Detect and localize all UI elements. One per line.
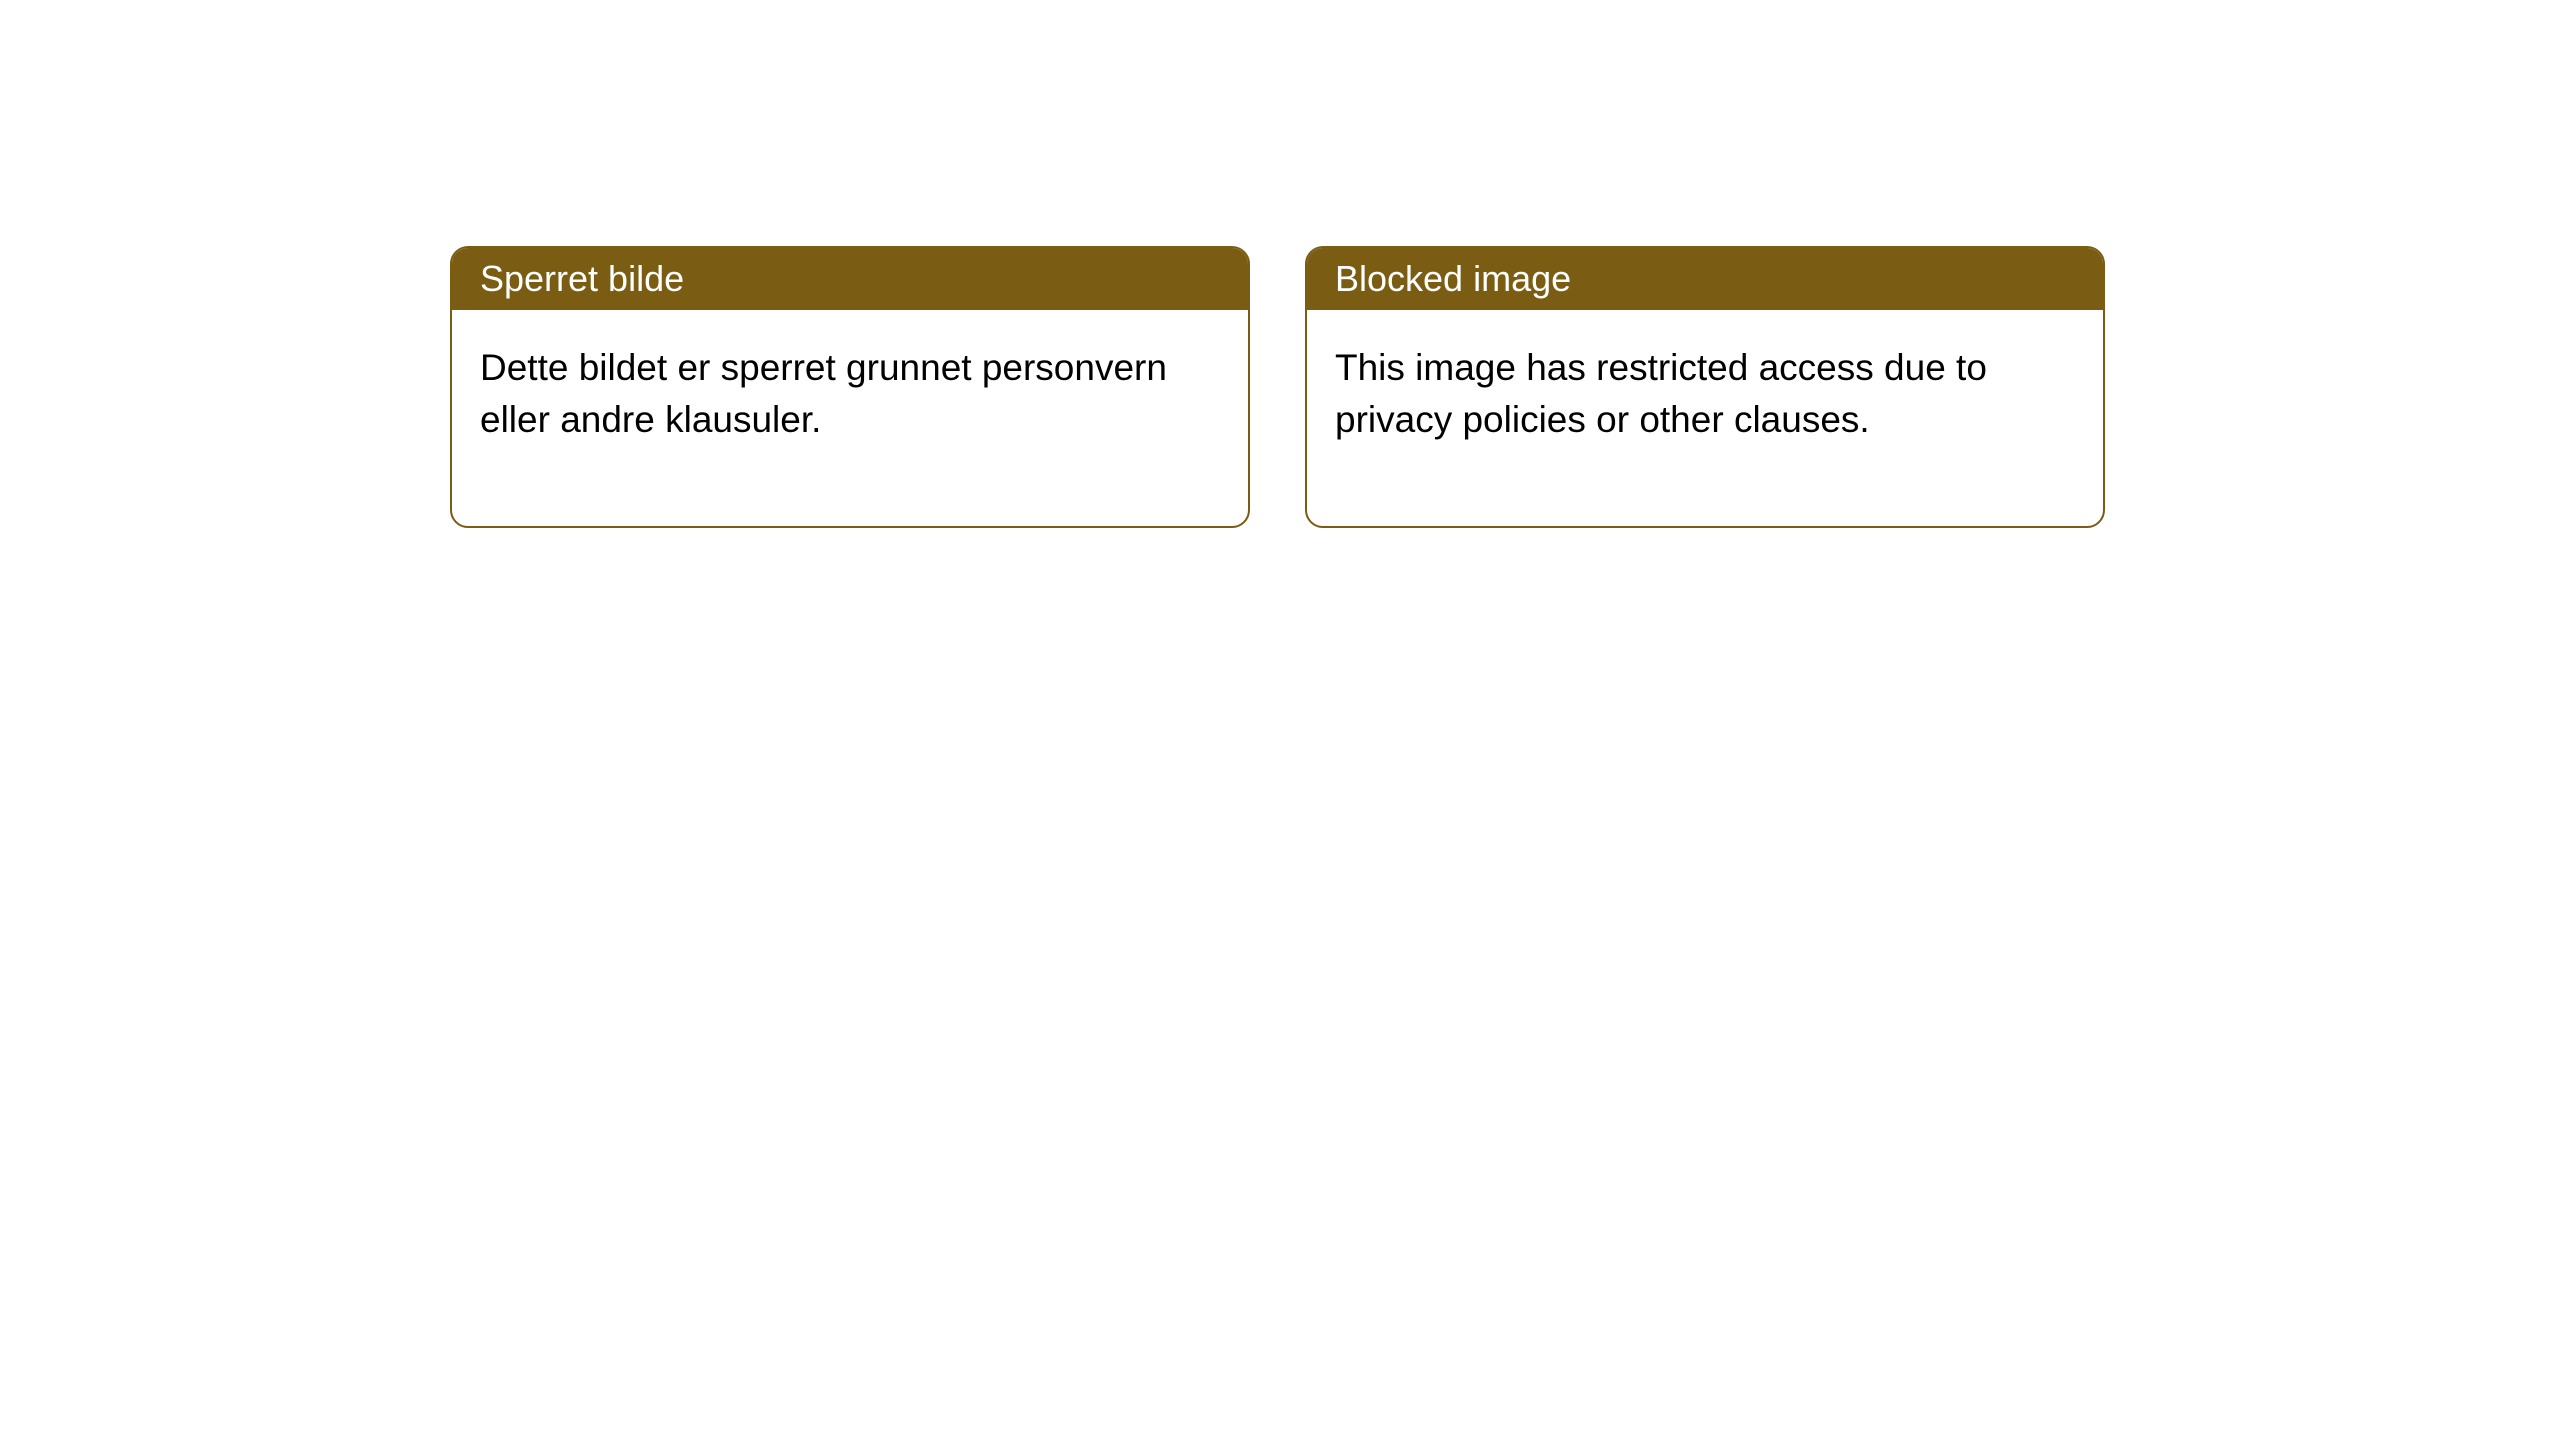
card-title: Blocked image [1335,258,1571,299]
card-header: Blocked image [1307,248,2103,310]
notice-card-norwegian: Sperret bilde Dette bildet er sperret gr… [450,246,1250,528]
card-body: This image has restricted access due to … [1307,310,2103,526]
card-body: Dette bildet er sperret grunnet personve… [452,310,1248,526]
card-body-text: Dette bildet er sperret grunnet personve… [480,347,1167,440]
notice-cards-container: Sperret bilde Dette bildet er sperret gr… [450,246,2105,528]
card-body-text: This image has restricted access due to … [1335,347,1987,440]
notice-card-english: Blocked image This image has restricted … [1305,246,2105,528]
card-title: Sperret bilde [480,258,684,299]
card-header: Sperret bilde [452,248,1248,310]
